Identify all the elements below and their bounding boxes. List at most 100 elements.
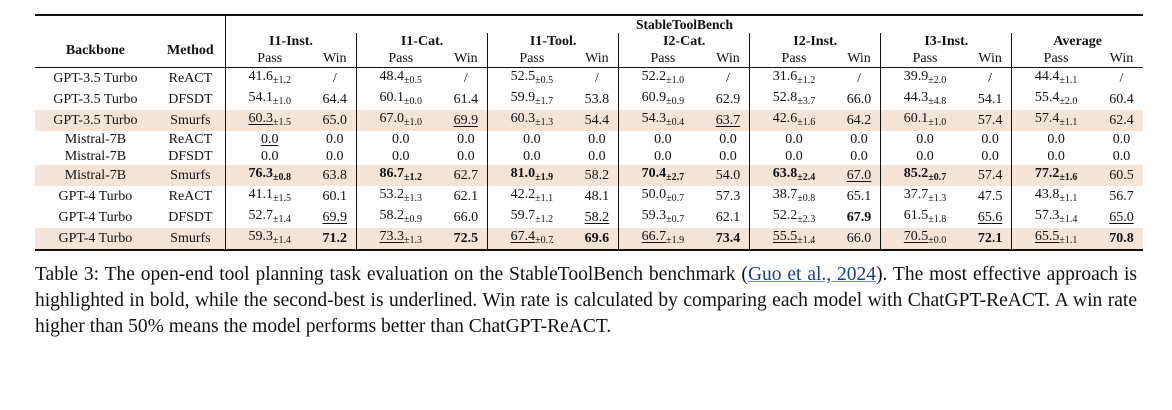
backbone-column-header: Backbone [65,42,125,58]
cell-value: 62.9 [715,92,741,107]
win-subheader: Win [585,51,609,66]
win-rate-cell: / [707,68,750,89]
results-table-container: StableToolBench Backbone Method I1-Inst.… [35,14,1143,251]
method-cell: DFSDT [168,92,213,107]
pass-rate-cell: 60.3±1.5 [224,110,314,131]
win-rate-cell: 0.0 [969,148,1012,165]
cell-value: 0.0 [654,132,672,147]
pass-rate-cell: 37.7±1.3 [880,186,969,207]
pass-rate-cell: 52.8±3.7 [749,89,838,110]
pass-rate-cell: 70.4±2.7 [618,165,707,186]
pass-rate-cell: 54.3±0.4 [618,110,707,131]
win-rate-cell: 64.4 [314,89,357,110]
cell-value: 66.0 [846,92,872,107]
cell-value: 0.0 [785,132,803,147]
pass-rate-cell: 0.0 [618,131,707,148]
cell-value: 0.0 [457,149,475,164]
pass-rate-cell: 60.3±1.3 [487,110,576,131]
pass-rate-cell: 42.2±1.1 [487,186,576,207]
citation-link[interactable]: Guo et al., 2024 [747,264,877,285]
cell-value: 66.7 [641,229,667,244]
pass-subheader: Pass [618,50,707,68]
win-rate-cell: 0.0 [707,148,750,165]
caption-text-start: Table 3: The open-end tool planning task… [35,264,748,285]
cell-value: 0.0 [981,149,999,164]
table-row: GPT-4 Turbo DFSDT 52.7±1.4 69.9 58.2±0.9 66.0… [35,207,1143,228]
pass-rate-cell: 0.0 [618,148,707,165]
cell-value: 44.4 [1034,69,1060,84]
cell-value: 48.1 [584,189,610,204]
cell-value: 76.3 [248,166,273,181]
cell-value: 54.3 [641,111,667,126]
cell-value: 54.1 [977,92,1003,107]
cell-value: 62.7 [453,168,479,183]
cell-value: 72.1 [977,231,1003,246]
win-rate-cell: 65.6 [969,207,1012,228]
cell-value: 0.0 [523,132,541,147]
win-rate-cell: 65.0 [313,110,357,131]
cell-value: 65.6 [977,210,1003,225]
pass-rate-cell: 42.6±1.6 [749,110,838,131]
std-dev-value: ±3.7 [797,96,816,107]
group-header: Average [1011,33,1143,50]
cell-value: 0.0 [1112,132,1131,147]
cell-value: 38.7 [772,187,798,202]
pass-rate-cell: 70.5±0.0 [880,228,969,251]
pass-rate-cell: 0.0 [356,148,445,165]
backbone-cell: Mistral-7B [35,165,156,186]
pass-subheader: Pass [749,50,838,68]
cell-value: / [594,71,599,86]
pass-subheader: Pass [1011,50,1100,68]
win-rate-cell: 60.1 [314,186,357,207]
cell-value: 0.0 [1047,149,1065,164]
win-rate-cell: 72.5 [444,228,488,251]
cell-value: 60.4 [1109,92,1134,107]
win-subheader: Win [1109,51,1134,66]
method-cell: Smurfs [155,165,226,186]
cell-value: 60.3 [510,111,536,126]
method-cell: Smurfs [155,110,226,131]
pass-subheader: Pass [487,50,576,68]
group-header: I1-Inst. [224,33,357,50]
pass-rate-cell: 54.1±1.0 [224,89,314,110]
cell-value: 63.8 [322,168,348,183]
win-rate-cell: 54.0 [706,165,750,186]
std-dev-value: ±0.4 [666,117,685,128]
table-row: GPT-3.5 Turbo Smurfs 60.3±1.5 65.0 67.0±1.0 6… [35,110,1143,131]
cell-value: 61.4 [453,92,479,107]
method-cell: DFSDT [168,210,213,225]
pass-rate-cell: 48.4±0.5 [356,68,445,89]
cell-value: 59.9 [510,90,536,105]
win-rate-cell: 58.2 [576,207,619,228]
pass-rate-cell: 65.5±1.1 [1011,228,1100,251]
pass-rate-cell: 53.2±1.3 [356,186,445,207]
win-rate-cell: / [576,68,619,89]
caption-text-end: ). The most effective approach is highli… [35,264,1138,337]
win-rate-cell: 0.0 [1100,131,1143,148]
cell-value: 57.3 [715,189,741,204]
cell-value: 65.1 [846,189,872,204]
std-dev-value: ±0.7 [535,235,554,246]
std-dev-value: ±1.4 [1059,214,1078,225]
cell-value: 73.3 [379,229,405,244]
std-dev-value: ±1.3 [404,193,423,204]
cell-value: 52.5 [510,69,536,84]
cell-value: 60.3 [248,111,273,126]
std-dev-value: ±1.0 [272,96,291,107]
win-subheader: Win [322,51,347,66]
win-rate-cell: 54.4 [575,110,619,131]
method-cell: ReACT [168,71,213,86]
win-rate-cell: 62.7 [444,165,488,186]
win-rate-cell: 73.4 [706,228,750,251]
cell-value: 65.0 [322,113,348,128]
std-dev-value: ±1.1 [1059,235,1078,246]
win-rate-cell: 57.4 [968,110,1012,131]
pass-rate-cell: 0.0 [224,131,314,148]
win-rate-cell: 58.2 [575,165,619,186]
pass-rate-cell: 38.7±0.8 [749,186,838,207]
table-row: GPT-4 Turbo Smurfs 59.3±1.4 71.2 73.3±1.3 72.… [35,228,1143,251]
cell-value: 0.0 [850,132,868,147]
cell-value: 77.2 [1034,166,1060,181]
win-rate-cell: 0.0 [1100,148,1143,165]
win-rate-cell: 69.9 [314,207,357,228]
